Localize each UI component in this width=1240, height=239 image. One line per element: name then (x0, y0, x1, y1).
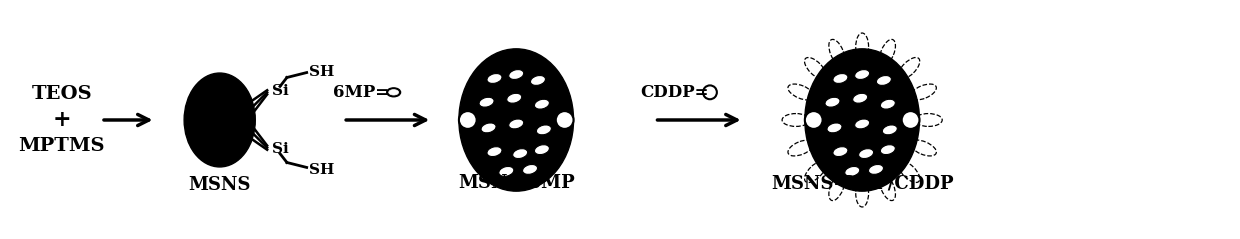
Text: CDDP=: CDDP= (640, 84, 708, 101)
Ellipse shape (858, 149, 874, 158)
Text: Si: Si (272, 142, 289, 156)
Ellipse shape (184, 73, 255, 167)
Ellipse shape (487, 147, 502, 157)
Ellipse shape (833, 147, 848, 157)
Ellipse shape (816, 131, 841, 147)
Ellipse shape (833, 74, 848, 83)
Ellipse shape (811, 114, 838, 126)
Ellipse shape (522, 164, 538, 174)
Circle shape (703, 85, 717, 99)
Ellipse shape (825, 97, 839, 107)
Ellipse shape (879, 174, 895, 201)
Ellipse shape (484, 74, 502, 97)
Ellipse shape (534, 99, 549, 109)
Ellipse shape (875, 143, 895, 166)
Circle shape (556, 111, 574, 129)
Ellipse shape (880, 145, 895, 155)
Ellipse shape (512, 149, 528, 158)
Ellipse shape (854, 119, 869, 129)
Ellipse shape (508, 119, 523, 129)
Text: MSNS-6MP: MSNS-6MP (458, 174, 574, 192)
Ellipse shape (883, 125, 898, 135)
Ellipse shape (531, 76, 546, 85)
Ellipse shape (782, 114, 810, 126)
Ellipse shape (877, 76, 892, 85)
Circle shape (901, 111, 920, 129)
Ellipse shape (830, 143, 848, 166)
Text: +: + (52, 109, 71, 131)
Ellipse shape (883, 131, 909, 147)
Ellipse shape (539, 114, 568, 126)
Ellipse shape (898, 58, 920, 79)
Ellipse shape (481, 123, 496, 133)
Circle shape (459, 111, 476, 129)
Ellipse shape (501, 63, 515, 90)
Ellipse shape (470, 131, 495, 147)
Ellipse shape (487, 74, 502, 83)
Ellipse shape (537, 131, 563, 147)
Ellipse shape (847, 63, 861, 90)
Ellipse shape (459, 49, 574, 191)
Text: SH: SH (309, 163, 334, 177)
Ellipse shape (787, 140, 813, 156)
Ellipse shape (864, 63, 877, 90)
Ellipse shape (828, 174, 844, 201)
Text: MSNS-6MP/CDDP: MSNS-6MP/CDDP (771, 174, 954, 192)
Ellipse shape (856, 33, 868, 61)
Ellipse shape (787, 84, 813, 100)
Ellipse shape (883, 93, 909, 109)
Ellipse shape (805, 49, 920, 191)
Ellipse shape (388, 90, 398, 95)
Ellipse shape (479, 97, 494, 107)
Text: Si: Si (272, 84, 289, 98)
Ellipse shape (879, 39, 895, 65)
Ellipse shape (501, 150, 515, 177)
Text: 6MP=: 6MP= (334, 84, 389, 101)
Ellipse shape (868, 164, 883, 174)
Ellipse shape (880, 99, 895, 109)
Ellipse shape (805, 161, 826, 183)
Ellipse shape (498, 166, 513, 176)
Ellipse shape (387, 88, 401, 97)
Ellipse shape (885, 114, 914, 126)
Ellipse shape (827, 123, 842, 133)
Ellipse shape (465, 114, 492, 126)
Ellipse shape (518, 63, 531, 90)
Ellipse shape (847, 150, 861, 177)
Ellipse shape (537, 93, 563, 109)
Ellipse shape (844, 166, 859, 176)
Ellipse shape (529, 143, 549, 166)
Ellipse shape (816, 93, 841, 109)
Ellipse shape (507, 93, 522, 103)
Text: TEOS: TEOS (31, 85, 92, 103)
Ellipse shape (830, 74, 848, 97)
Ellipse shape (853, 93, 868, 103)
Text: SH: SH (309, 65, 334, 79)
Ellipse shape (518, 150, 531, 177)
Ellipse shape (470, 93, 495, 109)
Ellipse shape (534, 145, 549, 155)
Ellipse shape (915, 114, 942, 126)
Circle shape (805, 111, 822, 129)
Ellipse shape (484, 143, 502, 166)
Ellipse shape (508, 70, 523, 80)
Ellipse shape (864, 150, 877, 177)
Ellipse shape (856, 179, 868, 207)
Ellipse shape (910, 84, 936, 100)
Ellipse shape (537, 125, 552, 135)
Ellipse shape (529, 74, 549, 97)
Text: MSNS: MSNS (188, 176, 250, 194)
Ellipse shape (828, 39, 844, 65)
Ellipse shape (805, 58, 826, 79)
Ellipse shape (910, 140, 936, 156)
Ellipse shape (854, 70, 869, 80)
Ellipse shape (875, 74, 895, 97)
Ellipse shape (898, 161, 920, 183)
Text: MPTMS: MPTMS (19, 137, 105, 155)
